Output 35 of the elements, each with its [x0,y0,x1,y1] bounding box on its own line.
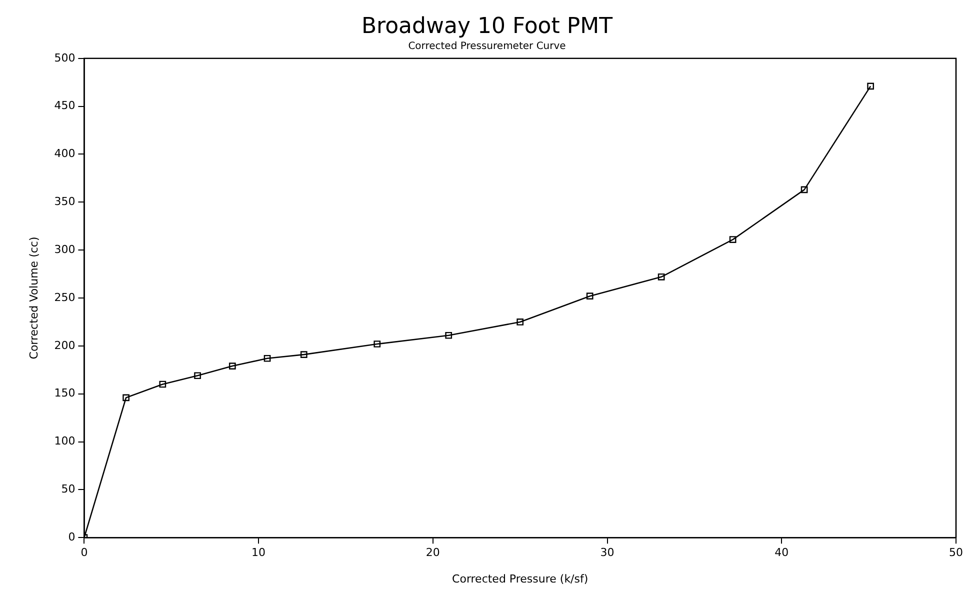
x-tick-label: 50 [949,546,963,560]
chart-subtitle: Corrected Pressuremeter Curve [408,40,566,52]
point [658,273,665,280]
point [445,332,452,339]
y-axis-title: Corrected Volume (cc) [27,236,40,360]
point [867,82,874,90]
x-axis-title: Corrected Pressure (k/sf) [452,572,588,586]
y-tick-label: 50 [61,482,76,496]
point [300,351,308,358]
y-tick-label: 450 [54,99,76,112]
y-tick-label: 500 [54,51,76,64]
point [122,394,130,402]
x-tick-label: 10 [252,546,266,560]
point [228,362,236,370]
point [800,186,808,194]
point [516,318,524,326]
x-tick-label: 30 [600,546,614,560]
x-tick-label: 0 [80,546,88,560]
point [374,340,381,348]
y-tick-label: 200 [54,338,76,352]
y-tick-label: 250 [54,290,76,304]
x-tick-label: 20 [426,546,440,560]
y-tick-label: 100 [54,434,76,448]
point [586,292,594,300]
y-tick-label: 150 [54,386,76,400]
point [264,354,271,362]
y-tick-label: 400 [54,147,76,160]
y-tick-label: 0 [68,530,76,544]
point [194,372,201,380]
point [729,236,736,243]
y-tick-label: 350 [54,195,76,208]
point [159,380,166,388]
y-tick-label: 300 [54,242,76,256]
chart-title: Broadway 10 Foot PMT [361,14,614,39]
x-tick-label: 40 [774,546,789,560]
